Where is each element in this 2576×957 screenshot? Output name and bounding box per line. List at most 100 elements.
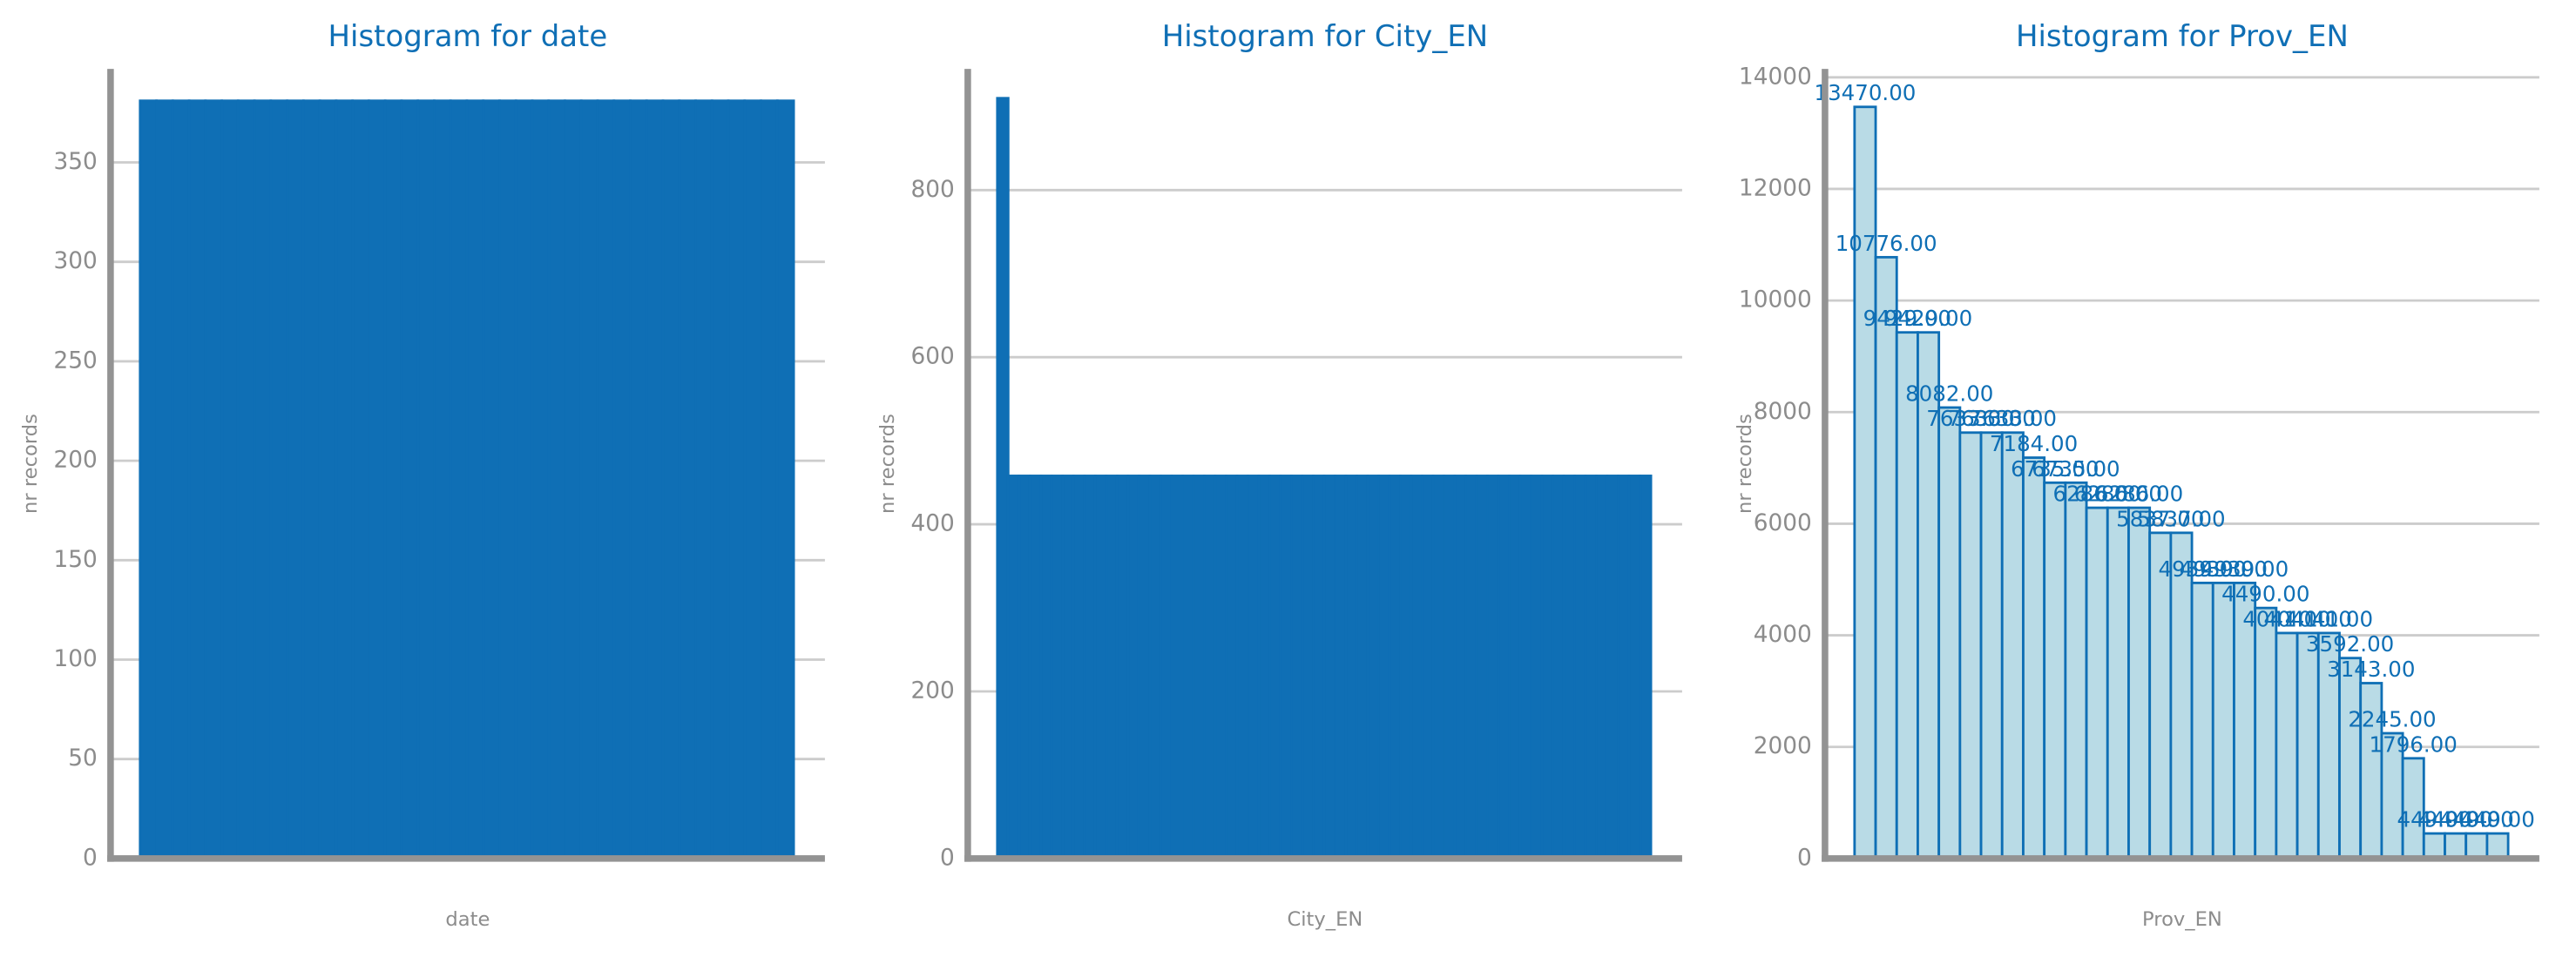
bar <box>1203 475 1217 860</box>
bar <box>1006 475 1021 860</box>
bar <box>1018 475 1031 860</box>
bar <box>1486 475 1500 860</box>
bar <box>1388 475 1402 860</box>
bar <box>1552 475 1565 860</box>
bar <box>1399 475 1413 860</box>
y-tick-label: 0 <box>83 845 98 871</box>
bar <box>775 99 795 860</box>
bar <box>1377 475 1391 860</box>
bar <box>1562 475 1576 860</box>
value-label: 6735.00 <box>2011 456 2099 482</box>
bar <box>1518 475 1532 860</box>
x-axis-label: City_EN <box>1288 908 1363 931</box>
bar <box>579 99 599 860</box>
value-label: 10776.00 <box>1836 231 1937 256</box>
bar <box>416 99 436 860</box>
bar <box>2338 657 2363 860</box>
bar <box>253 99 273 860</box>
bar <box>269 99 289 860</box>
bar <box>449 99 469 860</box>
bar <box>433 99 452 860</box>
y-axis-label: nr records <box>876 414 899 514</box>
bar <box>1606 475 1620 860</box>
bar <box>1257 475 1271 860</box>
bar <box>301 99 321 860</box>
bar <box>2464 832 2489 860</box>
bar <box>1083 475 1097 860</box>
bar <box>1356 475 1369 860</box>
bar <box>1225 475 1239 860</box>
bar <box>335 99 355 860</box>
bar <box>1159 475 1173 860</box>
bar <box>1639 475 1653 860</box>
bar <box>1181 475 1195 860</box>
value-label: 449.00 <box>2397 807 2472 832</box>
value-label: 9429.00 <box>1863 306 1951 331</box>
value-label: 13470.00 <box>1814 80 1916 105</box>
bar <box>1475 475 1489 860</box>
bar <box>596 99 616 860</box>
bar <box>564 99 583 860</box>
y-tick-label: 0 <box>1797 845 1812 871</box>
bar <box>1028 475 1043 860</box>
bar <box>383 99 403 860</box>
bar <box>514 99 534 860</box>
bar <box>2022 456 2046 860</box>
bar <box>2422 832 2446 860</box>
chart-title: Histogram for City_EN <box>1162 20 1488 54</box>
bar <box>531 99 551 860</box>
y-tick-label: 2000 <box>1754 733 1812 759</box>
value-label: 5837.00 <box>2116 506 2204 531</box>
bar <box>236 99 256 860</box>
value-label: 4490.00 <box>2221 582 2309 607</box>
bar <box>1508 475 1522 860</box>
bar <box>1105 475 1119 860</box>
bar <box>547 99 566 860</box>
bar <box>139 99 159 860</box>
bar <box>645 99 665 860</box>
bar <box>1192 475 1206 860</box>
bar <box>2169 531 2194 860</box>
bar <box>220 99 240 860</box>
bar <box>1453 475 1467 860</box>
bar <box>678 99 697 860</box>
bar <box>1247 475 1261 860</box>
value-label: 1796.00 <box>2370 731 2458 757</box>
y-tick-label: 14000 <box>1739 64 1812 90</box>
y-tick-label: 4000 <box>1754 622 1812 648</box>
y-tick-label: 600 <box>910 344 954 370</box>
bar <box>1093 475 1108 860</box>
value-label: 4939.00 <box>2159 556 2247 582</box>
bar <box>629 99 648 860</box>
bar <box>1344 475 1358 860</box>
bar <box>1301 475 1315 860</box>
bar <box>1530 475 1544 860</box>
x-axis-label: Prov_EN <box>2142 908 2222 931</box>
value-label: 7633.00 <box>1948 406 2036 431</box>
bar <box>1410 475 1423 860</box>
y-tick-label: 200 <box>53 448 97 474</box>
bar <box>694 99 713 860</box>
bar <box>318 99 338 860</box>
chart-title: Histogram for Prov_EN <box>2016 20 2349 54</box>
bar <box>187 99 207 860</box>
bar <box>1290 475 1304 860</box>
bar <box>1039 475 1053 860</box>
bar <box>1497 475 1511 860</box>
bar <box>1937 406 1962 860</box>
bar <box>1895 331 1919 860</box>
bar <box>1958 431 1983 860</box>
bar <box>1617 475 1631 860</box>
value-label: 6735.00 <box>2032 456 2120 482</box>
bar <box>2064 481 2088 860</box>
bar <box>2000 431 2025 860</box>
bar <box>1170 475 1184 860</box>
bar <box>1443 475 1457 860</box>
bar <box>1421 475 1435 860</box>
value-label: 2245.00 <box>2348 706 2436 731</box>
value-label: 6286.00 <box>2095 482 2183 507</box>
value-label: 6286.00 <box>2074 482 2162 507</box>
bar <box>1072 475 1086 860</box>
bar <box>2444 832 2468 860</box>
